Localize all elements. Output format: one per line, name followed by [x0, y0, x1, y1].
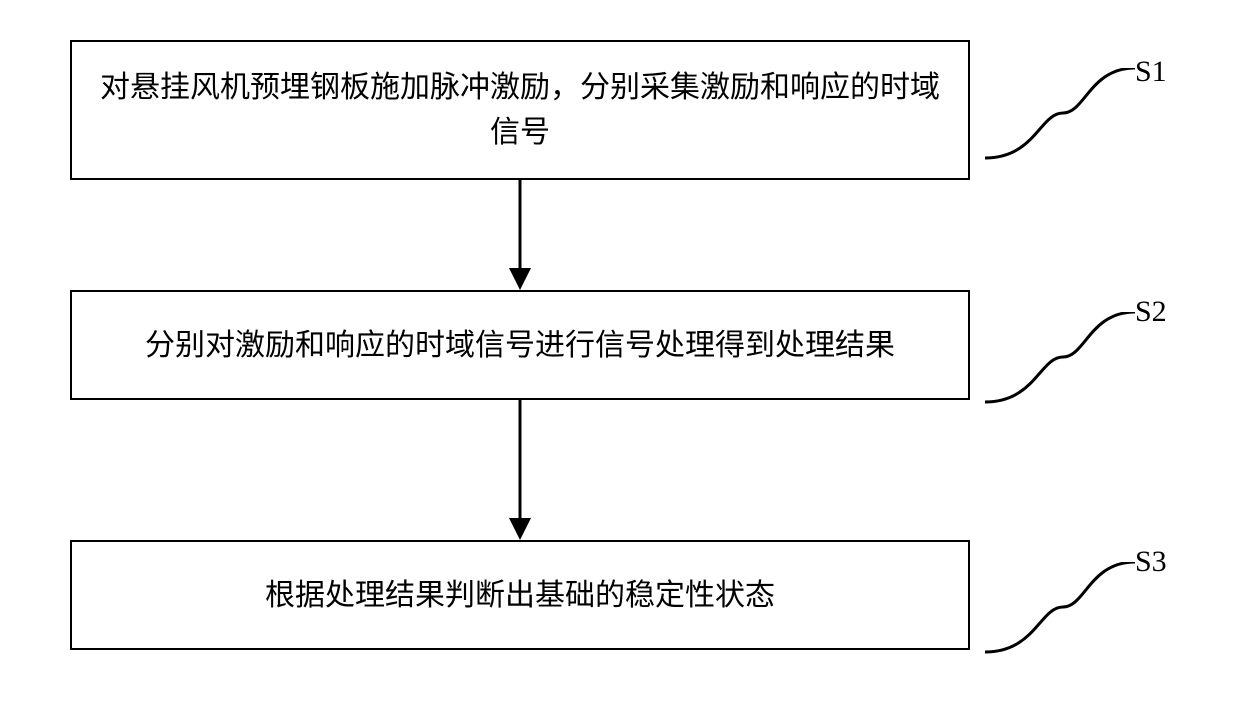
connector-curve-s1 — [985, 68, 1140, 163]
step-box-s1: 对悬挂风机预埋钢板施加脉冲激励，分别采集激励和响应的时域信号 — [70, 40, 970, 180]
arrow-s2-s3 — [500, 400, 540, 542]
flowchart-canvas: 对悬挂风机预埋钢板施加脉冲激励，分别采集激励和响应的时域信号 S1 分别对激励和… — [0, 0, 1240, 703]
step-label-s3: S3 — [1135, 545, 1167, 579]
step-label-s1: S1 — [1135, 55, 1167, 89]
step-text-s3: 根据处理结果判断出基础的稳定性状态 — [265, 573, 775, 618]
step-box-s3: 根据处理结果判断出基础的稳定性状态 — [70, 540, 970, 650]
arrow-s1-s2 — [500, 180, 540, 292]
connector-curve-s3 — [985, 562, 1140, 657]
step-text-s1: 对悬挂风机预埋钢板施加脉冲激励，分别采集激励和响应的时域信号 — [92, 65, 948, 155]
step-text-s2: 分别对激励和响应的时域信号进行信号处理得到处理结果 — [145, 323, 895, 368]
connector-curve-s2 — [985, 312, 1140, 407]
step-box-s2: 分别对激励和响应的时域信号进行信号处理得到处理结果 — [70, 290, 970, 400]
step-label-s2: S2 — [1135, 295, 1167, 329]
